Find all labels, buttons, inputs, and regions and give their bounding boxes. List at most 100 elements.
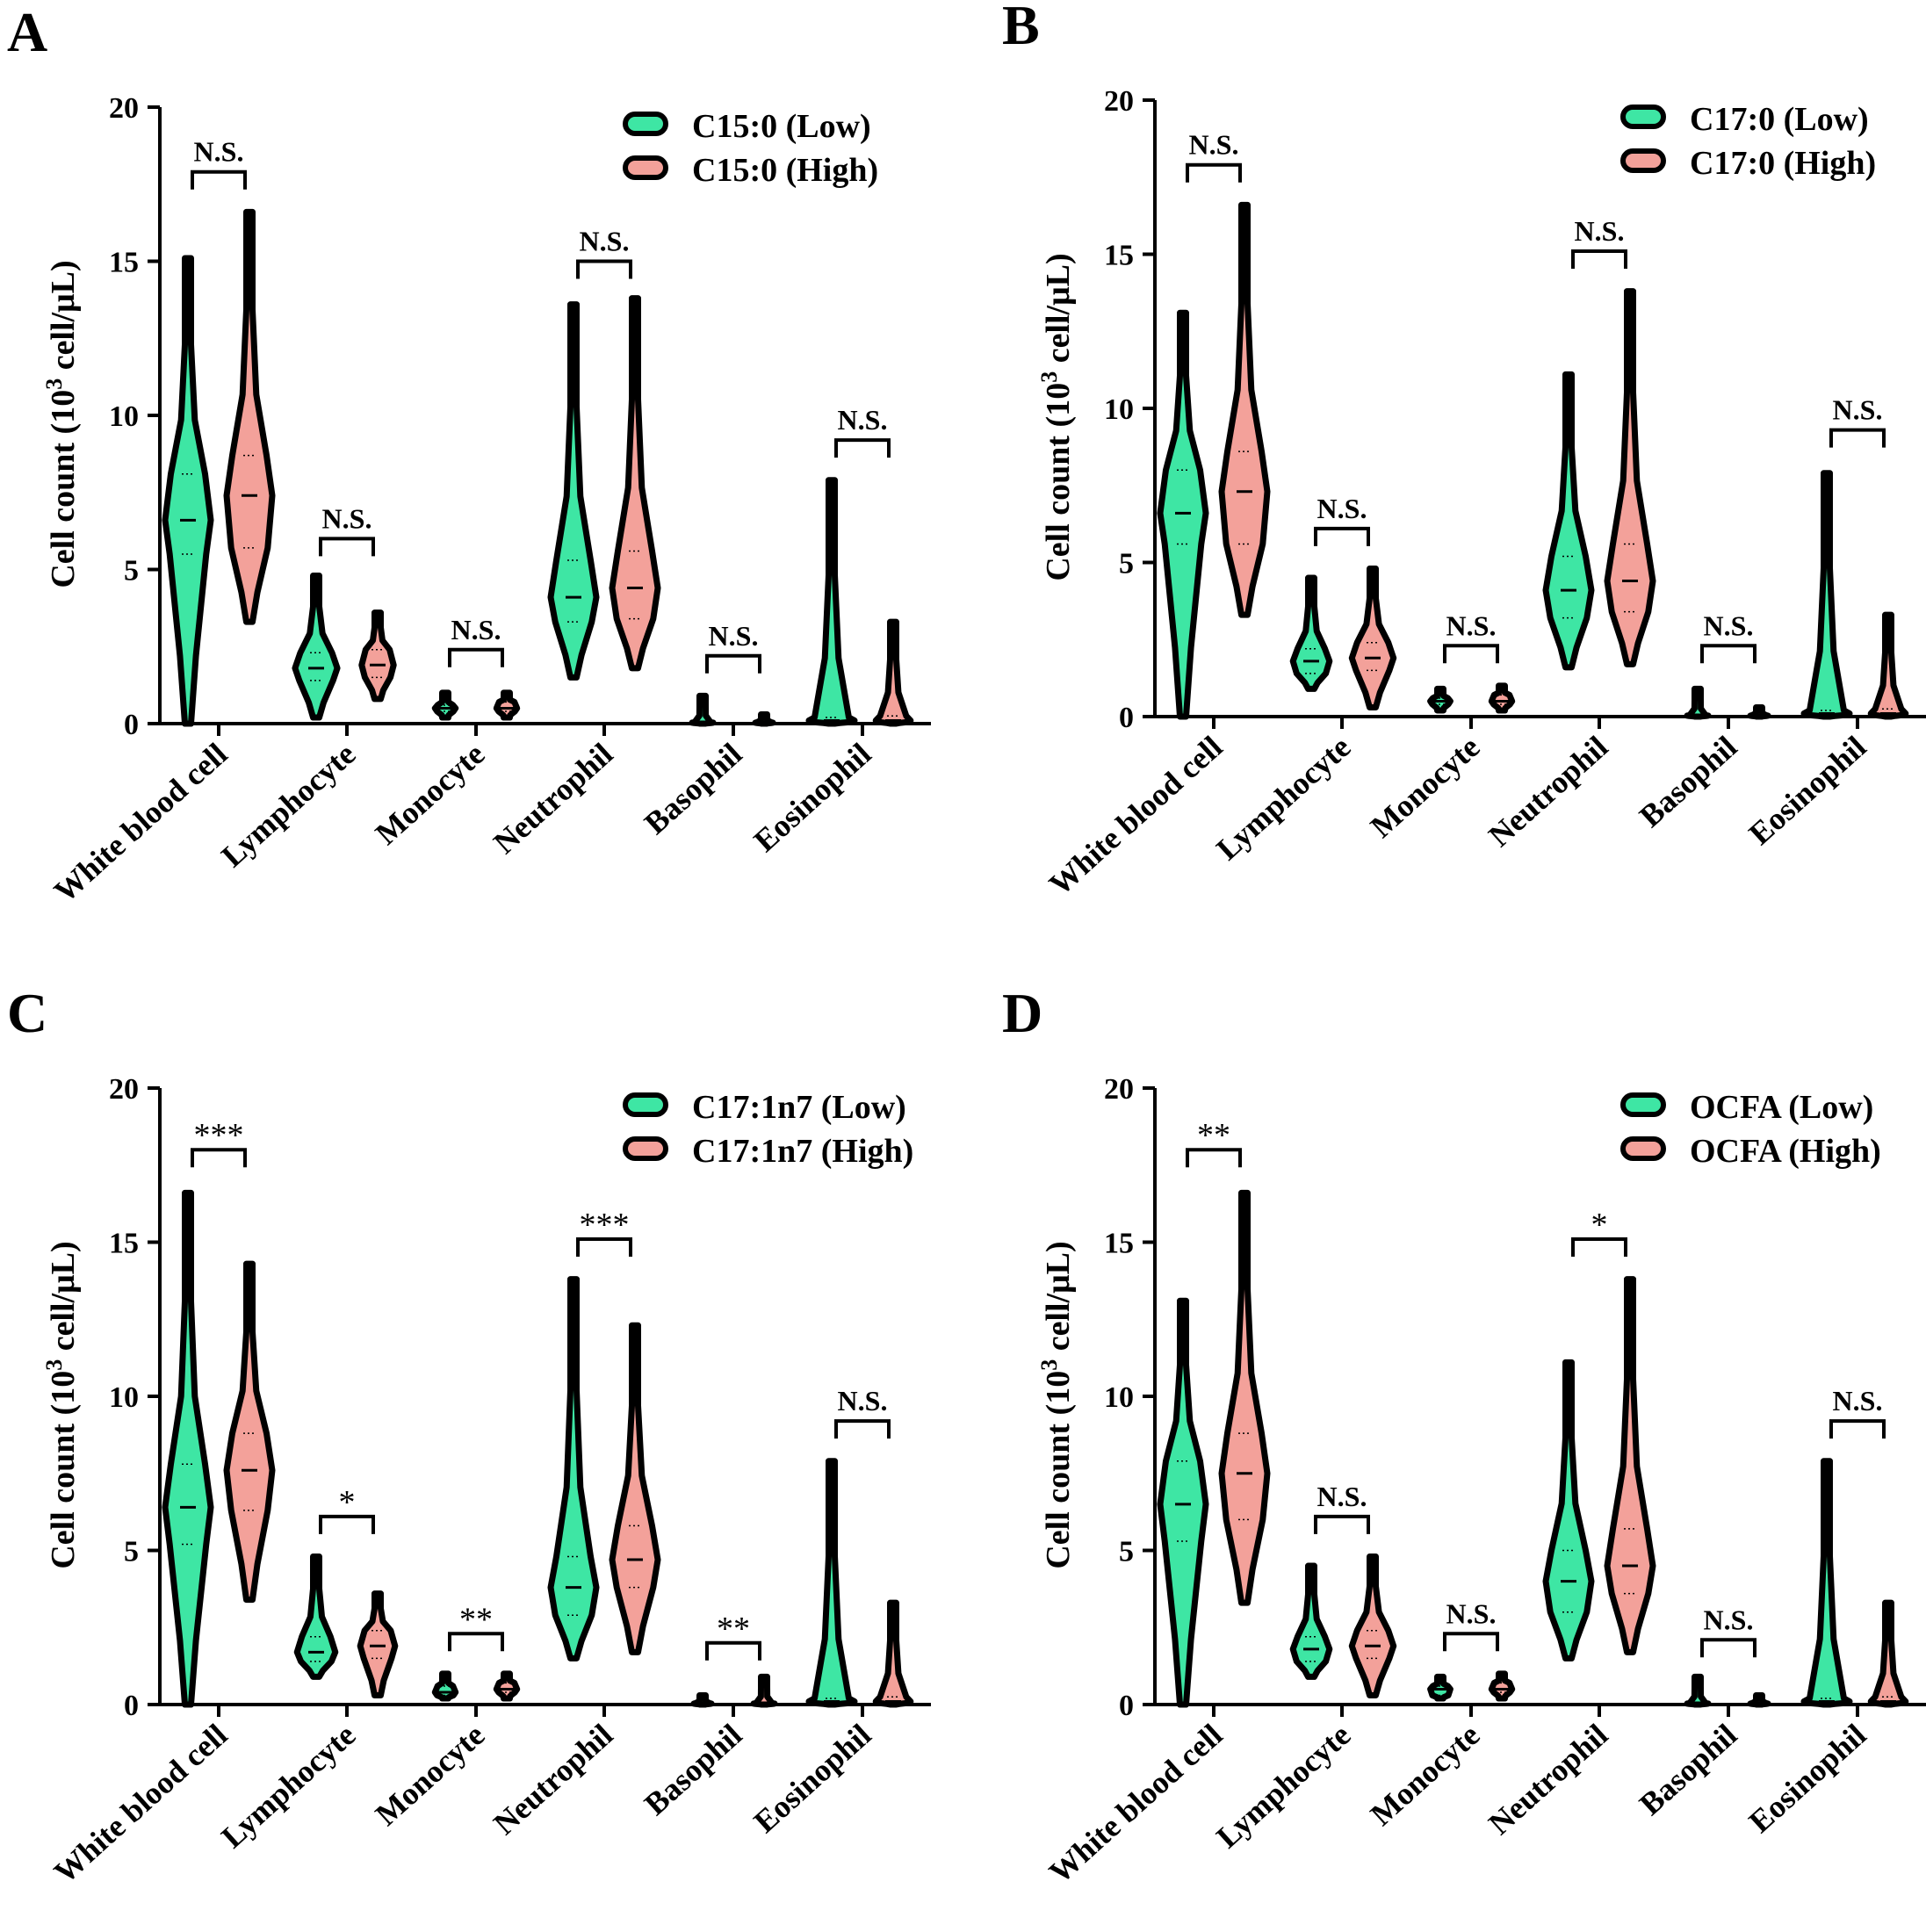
violin (1542, 1359, 1595, 1662)
violin (1800, 1458, 1853, 1708)
panel-label: D (1002, 982, 1042, 1044)
legend-swatch (623, 1136, 668, 1161)
y-axis-title-main: Cell count (10 (1040, 1371, 1077, 1569)
legend-label: C17:0 (High) (1690, 145, 1876, 182)
violin (1867, 611, 1909, 720)
significance-bracket (1186, 1148, 1242, 1168)
violin (1157, 309, 1209, 720)
significance-bracket (1571, 249, 1627, 269)
significance-label: ** (459, 1601, 493, 1638)
legend-swatch (1620, 148, 1666, 173)
y-tick-label: 20 (109, 92, 139, 125)
violin (358, 609, 397, 703)
significance-bracket (1700, 1638, 1756, 1658)
violin (293, 1554, 339, 1680)
violin (1867, 1599, 1909, 1708)
significance-label: N.S. (1317, 1481, 1367, 1512)
legend-label: OCFA (Low) (1690, 1089, 1873, 1126)
significance-label: * (339, 1484, 356, 1521)
y-axis-title: Cell count (103 cell/μL) (1036, 253, 1077, 580)
legend-swatch (1620, 1136, 1666, 1161)
significance-bracket (448, 647, 504, 667)
violin (292, 573, 341, 721)
y-axis-title-tail: cell/μL) (45, 1241, 82, 1359)
legend-swatch (623, 1092, 668, 1117)
panel-label: B (1002, 0, 1040, 56)
legend-swatch (623, 155, 668, 180)
violin (1542, 371, 1595, 671)
significance-bracket (1571, 1236, 1627, 1257)
y-tick-label: 20 (109, 1073, 139, 1106)
y-tick-label: 0 (124, 1690, 139, 1722)
violin (805, 1458, 858, 1708)
violin (1218, 1189, 1271, 1606)
y-axis-title-tail: cell/μL) (1040, 1241, 1077, 1359)
series-high (223, 1260, 914, 1708)
y-tick-label: 0 (124, 709, 139, 741)
y-tick-label: 10 (1104, 393, 1134, 426)
significance-bracket (1700, 644, 1756, 664)
significance-bracket (191, 169, 247, 190)
legend-swatch (623, 112, 668, 136)
legend: C17:1n7 (Low) C17:1n7 (High) (623, 1089, 913, 1170)
violin (609, 295, 661, 672)
y-axis-title-main: Cell count (10 (45, 390, 82, 588)
violin (162, 1189, 214, 1708)
series-low (1157, 1297, 1853, 1708)
significance-label: N.S. (322, 502, 372, 534)
y-axis-title-main: Cell count (10 (1040, 383, 1077, 581)
significance-bracket (834, 438, 891, 458)
y-tick-label: 5 (124, 1536, 139, 1568)
violin (1289, 1562, 1333, 1680)
legend-swatch (1620, 105, 1666, 129)
series-low (1157, 309, 1853, 720)
y-axis-title-superscript: 3 (41, 378, 67, 390)
significance-bracket (1314, 526, 1370, 546)
significance-bracket (576, 259, 632, 279)
y-axis-title-main: Cell count (10 (45, 1371, 82, 1569)
significance-label: N.S. (838, 404, 888, 436)
series-low (162, 255, 858, 727)
y-tick-label: 0 (1119, 1690, 1134, 1722)
series-low (162, 1189, 858, 1708)
significance-bracket (191, 1148, 247, 1168)
violin (1604, 1276, 1656, 1655)
significance-label: ** (717, 1611, 750, 1647)
significance-bracket (1829, 428, 1886, 448)
y-axis-title: Cell count (103 cell/μL) (1036, 1241, 1077, 1568)
violin (223, 208, 276, 625)
violin (805, 477, 858, 727)
violin (223, 1260, 276, 1604)
violin (1348, 1554, 1397, 1698)
significance-label: N.S. (1446, 609, 1497, 641)
y-axis-title-superscript: 3 (1036, 371, 1062, 383)
violin (1800, 470, 1853, 720)
y-tick-label: 15 (1104, 240, 1134, 272)
y-tick-label: 15 (1104, 1228, 1134, 1260)
violin (872, 1599, 914, 1708)
significance-label: N.S. (1446, 1597, 1497, 1629)
violin (1348, 566, 1397, 710)
legend-label: OCFA (High) (1690, 1133, 1881, 1170)
series-high (223, 208, 914, 727)
significance-bracket (448, 1632, 504, 1652)
y-tick-label: 5 (1119, 548, 1134, 580)
significance-label: N.S. (838, 1385, 888, 1417)
significance-label: N.S. (1704, 609, 1754, 641)
violin (1604, 288, 1656, 667)
legend-label: C17:0 (Low) (1690, 101, 1869, 138)
y-tick-label: 20 (1104, 1073, 1134, 1106)
panel-label: C (7, 982, 47, 1044)
significance-bracket (1443, 1632, 1499, 1652)
series-high (1218, 1189, 1909, 1708)
significance-bracket (576, 1236, 632, 1257)
legend-label: C15:0 (High) (692, 152, 878, 189)
y-tick-label: 20 (1104, 85, 1134, 118)
y-axis-title-tail: cell/μL) (45, 260, 82, 378)
significance-label: N.S. (1575, 215, 1625, 247)
significance-bracket (705, 653, 761, 674)
violin (162, 255, 214, 727)
significance-bracket (705, 1640, 761, 1661)
y-axis-title-superscript: 3 (1036, 1359, 1062, 1371)
